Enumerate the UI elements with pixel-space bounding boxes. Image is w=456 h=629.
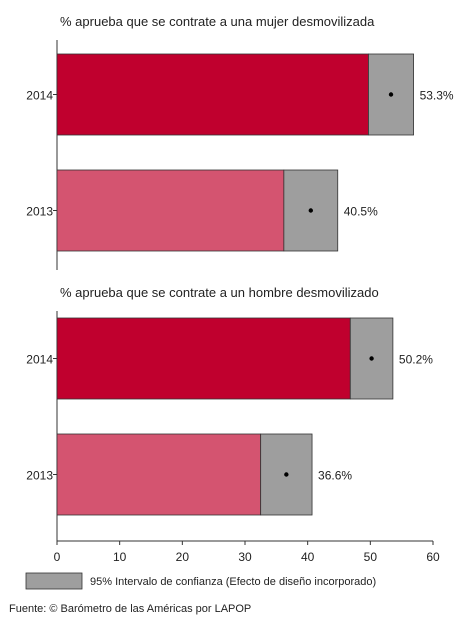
panel-2-2013-bar — [56, 433, 262, 516]
panel-1-2014-value-label: 53.3% — [420, 89, 454, 103]
x-tick-label-50: 50 — [364, 550, 378, 564]
source-note: Fuente: © Barómetro de las Américas por … — [9, 603, 251, 615]
x-tick-label-10: 10 — [113, 550, 127, 564]
x-tick-label-20: 20 — [176, 550, 190, 564]
x-tick-label-40: 40 — [301, 550, 315, 564]
panel-2-2013-point — [284, 472, 289, 477]
x-tick-label-60: 60 — [426, 550, 440, 564]
panel-2-2014-category-label: 2014 — [26, 353, 53, 367]
panel-1-2014-category-label: 2014 — [26, 89, 53, 103]
panel-1-2013-category-label: 2013 — [26, 205, 53, 219]
panel-1-2013-value-label: 40.5% — [344, 205, 378, 219]
panel-1-2014-point — [388, 92, 394, 97]
legend-ci-swatch — [25, 572, 83, 590]
panel-1-2013-point — [308, 208, 313, 213]
panel-2-2014-point — [369, 356, 374, 361]
panel-1-2013-bar — [56, 169, 285, 252]
panel-2-2014-value-label: 50.2% — [399, 353, 433, 367]
panel-1-2014-bar — [56, 53, 369, 136]
panel-2-2013-value-label: 36.6% — [318, 469, 352, 483]
panel-2-title: % aprueba que se contrate a un hombre de… — [60, 285, 379, 300]
panel-2-2013-category-label: 2013 — [26, 469, 53, 483]
panel-1-title: % aprueba que se contrate a una mujer de… — [60, 14, 375, 29]
panel-2-2014-bar — [56, 317, 351, 400]
legend-ci-label: 95% Intervalo de confianza (Efecto de di… — [90, 576, 376, 588]
legend: 95% Intervalo de confianza (Efecto de di… — [25, 572, 376, 590]
x-tick-label-30: 30 — [238, 550, 252, 564]
x-tick-label-0: 0 — [54, 550, 61, 564]
